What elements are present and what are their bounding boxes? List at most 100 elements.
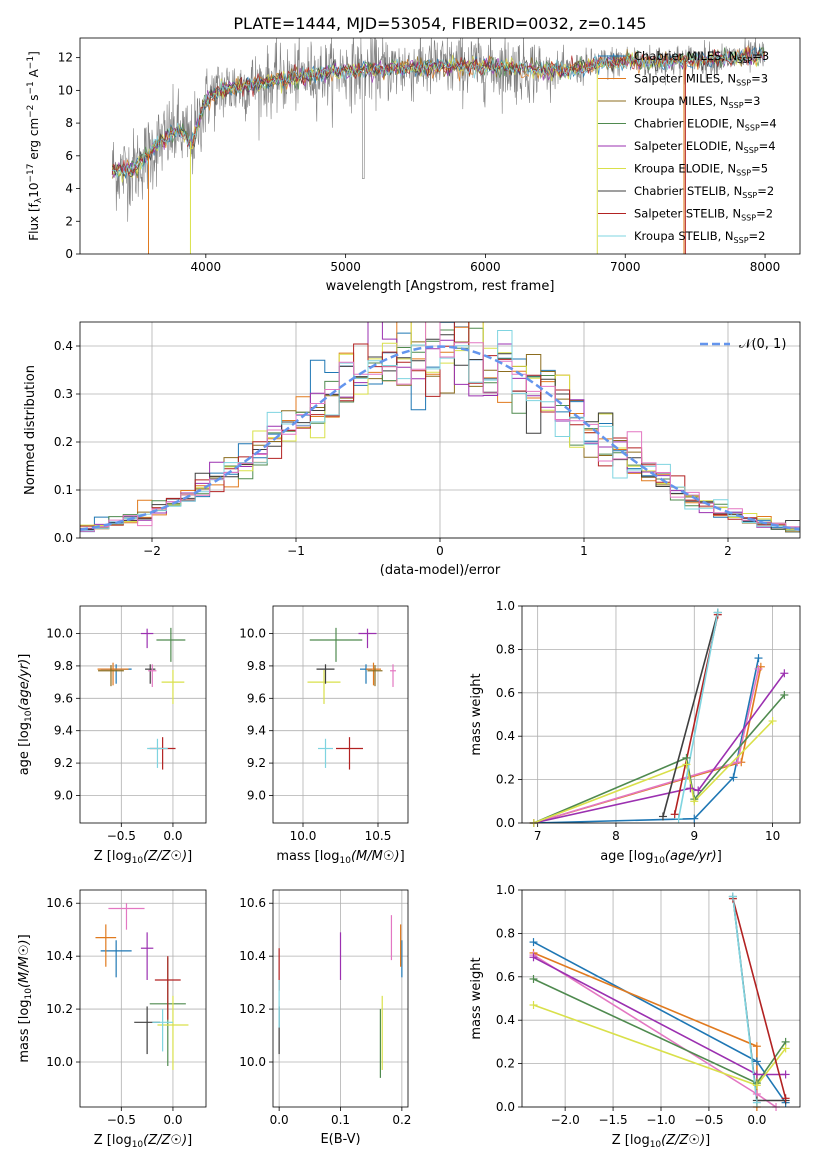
y-tick-label: 8: [65, 116, 73, 130]
histogram-step-9: [80, 322, 800, 532]
x-tick-label: −0.5: [107, 1113, 136, 1127]
axes-frame: [79, 37, 801, 255]
legend-label: 𝒩(0, 1): [739, 337, 786, 352]
y-tick-label: 10.4: [46, 949, 73, 963]
y-tick-label: 0.1: [54, 483, 73, 497]
x-tick-label: −2: [143, 544, 161, 558]
y-axis-label: mass [log10(M/M☉)]: [17, 934, 34, 1062]
y-tick-label: 0.4: [496, 1013, 515, 1027]
y-tick-label: 4: [65, 182, 73, 196]
legend-value: =3: [744, 94, 761, 108]
panel-weight_vs_Z: −2.0 −1.5 −1.0 −0.5 0.0 0.0 0.2 0.4 0.6 0.8 1.0 mas…: [469, 883, 801, 1150]
x-tick-label: 7: [534, 829, 542, 843]
legend-subscript: SSP: [742, 191, 757, 200]
y-tick-label: 0.3: [54, 387, 73, 401]
panel-mass_vs_ebv: 0.0 0.1 0.2 10.0 10.2 10.4 10.6 E(B-V): [239, 889, 411, 1147]
x-tick-label: 1: [580, 544, 588, 558]
legend-value: =3: [751, 72, 768, 86]
legend-label: Kroupa STELIB, NSSP=2: [634, 229, 765, 245]
legend-subscript: SSP: [736, 79, 751, 88]
x-tick-label: −1.5: [598, 1113, 627, 1127]
legend-value: =4: [760, 117, 777, 131]
normal-curve: [80, 345, 800, 531]
x-tick-label: 7000: [610, 260, 641, 274]
y-tick-label: 9.0: [247, 788, 266, 802]
panels: 4000 5000 6000 7000 8000024681012wavelength …: [17, 37, 801, 1150]
x-tick-label: 9: [690, 829, 698, 843]
x-tick-label: 4000: [191, 260, 222, 274]
y-tick-label: 9.4: [54, 724, 73, 738]
axes-frame: [79, 889, 207, 1108]
weight-line-1: [533, 666, 762, 823]
x-axis-label: (data-model)/error: [380, 563, 501, 578]
x-tick-label: −1.0: [646, 1113, 675, 1127]
panel-age_vs_Z: −0.5 0.0 9.0 9.2 9.4 9.6 9.8 10.0 Z [log10(Z/Z☉)…: [17, 605, 207, 866]
weight-line-2: [533, 668, 760, 823]
y-tick-label: 10.0: [46, 1055, 73, 1069]
legend-label: Salpeter ELODIE, NSSP=4: [634, 139, 776, 155]
plot-area-weight_vs_Z: [533, 896, 787, 1107]
legend-label: Chabrier STELIB, NSSP=2: [634, 184, 774, 200]
plot-area-age_vs_mass: [307, 627, 396, 770]
weight-line-3: [533, 694, 785, 823]
legend-subscript: SSP: [737, 56, 752, 65]
x-tick-label: 0: [436, 544, 444, 558]
x-tick-label: 10: [765, 829, 780, 843]
weight-line-2: [533, 954, 777, 1107]
plot-area-residuals: [80, 322, 800, 533]
x-tick-label: 8: [612, 829, 620, 843]
y-tick-label: 0.8: [496, 642, 515, 656]
x-tick-label: 5000: [330, 260, 361, 274]
y-tick-label: 0.6: [496, 686, 515, 700]
x-tick-label: 0.2: [392, 1113, 411, 1127]
x-axis-label: mass [log10(M/M☉)]: [276, 849, 404, 866]
weight-line-8: [677, 612, 719, 819]
legend-subscript: SSP: [734, 236, 749, 245]
legend-label: Salpeter STELIB, NSSP=2: [634, 207, 773, 223]
legend-value: =2: [757, 184, 774, 198]
weight-line-0: [533, 657, 760, 823]
y-tick-label: 9.2: [247, 756, 266, 770]
legend-label: Chabrier MILES, NSSP=3: [634, 49, 769, 65]
plot-area-age_vs_Z: [97, 627, 186, 770]
panel-spectrum: 4000 5000 6000 7000 8000 0 2 4 6 8 10 12 wavelength …: [26, 37, 801, 294]
y-tick-label: 2: [65, 214, 73, 228]
plot-area-mass_vs_ebv: [278, 915, 403, 1078]
y-tick-label: 9.6: [247, 691, 266, 705]
y-tick-label: 10: [58, 83, 73, 97]
histogram-step-8: [80, 330, 800, 531]
axes-frame: [521, 889, 801, 1108]
weight-line-7: [732, 898, 787, 1099]
legend-value: =3: [752, 49, 769, 63]
y-tick-label: 0.4: [496, 729, 515, 743]
axes-frame: [521, 605, 801, 824]
x-tick-label: −0.5: [107, 829, 136, 843]
y-tick-label: 0.0: [496, 1100, 515, 1114]
model-fit-line-8: [112, 49, 766, 179]
axes-frame: [272, 605, 409, 824]
y-tick-label: 0.8: [496, 926, 515, 940]
legend-value: =2: [749, 229, 766, 243]
x-axis-label: Z [log10(Z/Z☉)]: [94, 849, 192, 866]
legend-label: Kroupa ELODIE, NSSP=5: [634, 162, 768, 178]
legend-value: =4: [759, 139, 776, 153]
y-tick-label: 9.2: [54, 756, 73, 770]
x-axis-label: E(B-V): [320, 1132, 360, 1147]
panel-residuals: −2 −1 0 1 2 0.0 0.1 0.2 0.3 0.4 (data-model)/error…: [23, 321, 801, 578]
x-axis-label: age [log10(age/yr)]: [600, 849, 722, 866]
legend-label: Salpeter MILES, NSSP=3: [634, 72, 768, 88]
x-tick-label: 0.0: [747, 1113, 766, 1127]
legend-subscript: SSP: [736, 169, 751, 178]
y-tick-label: 0.2: [54, 435, 73, 449]
y-tick-label: 9.6: [54, 691, 73, 705]
x-axis-label: Z [log10(Z/Z☉)]: [612, 1133, 710, 1150]
y-tick-label: 9.8: [247, 659, 266, 673]
y-tick-label: 1.0: [496, 599, 515, 613]
x-tick-label: 10.5: [365, 829, 392, 843]
x-tick-label: 0.0: [163, 1113, 182, 1127]
plot-area-weight_vs_age: [533, 612, 785, 823]
y-tick-label: 10.0: [239, 627, 266, 641]
y-axis-label: mass weight: [469, 957, 484, 1039]
legend-value: =2: [756, 207, 773, 221]
